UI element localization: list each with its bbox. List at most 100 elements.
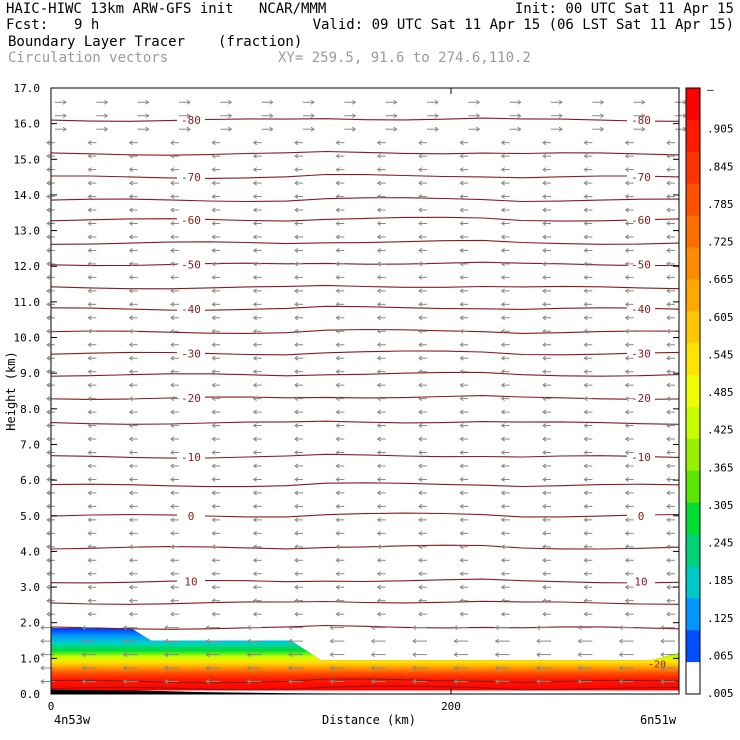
contour-label: -60 — [631, 214, 651, 227]
vector-arrowhead — [418, 194, 423, 199]
vector-arrowhead — [87, 221, 92, 226]
vector-arrowhead — [87, 315, 92, 321]
vector-arrowhead — [542, 315, 547, 321]
vector-arrowhead — [666, 342, 671, 348]
vector-arrowhead — [542, 450, 547, 455]
vector-arrowhead — [170, 355, 175, 361]
y-tick-label: 11.0 — [14, 296, 41, 309]
temperature-contour — [50, 678, 680, 684]
vector-arrowhead — [335, 315, 340, 321]
vector-arrowhead — [666, 221, 671, 226]
vector-arrowhead — [666, 140, 671, 146]
vector-arrowhead — [294, 221, 299, 226]
vector-arrowhead — [624, 301, 629, 307]
vector-arrowhead — [370, 665, 375, 671]
vector-arrowhead — [459, 571, 464, 577]
vector-arrowhead — [418, 463, 423, 469]
vector-arrowhead — [252, 423, 257, 428]
vector-arrowhead — [128, 517, 133, 523]
y-tick-label: 1.0 — [20, 652, 40, 665]
vector-arrowhead — [294, 328, 299, 334]
vector-arrowhead — [418, 611, 423, 617]
vector-arrowhead — [418, 544, 423, 550]
vector-arrowhead — [252, 342, 257, 348]
vector-arrowhead — [170, 530, 175, 536]
vector-arrowhead — [81, 652, 86, 657]
vector-arrowhead — [434, 113, 439, 119]
vector-arrowhead — [376, 355, 381, 361]
vector-arrowhead — [87, 261, 92, 267]
vector-arrowhead — [618, 665, 623, 671]
vector-arrowhead — [46, 517, 51, 523]
plot-title: HAIC-HIWC 13km ARW-GFS init NCAR/MMM — [6, 1, 327, 17]
vector-arrowhead — [352, 113, 357, 119]
colorbar-swatch — [686, 662, 700, 695]
vector-arrowhead — [542, 342, 547, 348]
y-tick-label: 4.0 — [20, 545, 40, 558]
vector-arrowhead — [500, 342, 505, 348]
vector-arrowhead — [81, 625, 86, 631]
vector-arrowhead — [583, 530, 588, 536]
vector-arrowhead — [128, 571, 133, 577]
vector-arrowhead — [418, 301, 423, 307]
vector-arrowhead — [46, 477, 51, 482]
temperature-contour — [50, 600, 680, 605]
vector-arrowhead — [252, 234, 257, 240]
vector-arrowhead — [666, 463, 671, 469]
vector-arrowhead — [459, 450, 464, 455]
y-tick-label: 14.0 — [14, 189, 41, 202]
vector-arrowhead — [40, 679, 45, 684]
vector-arrowhead — [46, 369, 51, 375]
vector-arrowhead — [666, 369, 671, 375]
vector-arrowhead — [246, 625, 251, 631]
vector-arrowhead — [517, 126, 522, 132]
vector-arrowhead — [418, 342, 423, 348]
vector-arrowhead — [87, 207, 92, 213]
temperature-contour — [50, 328, 680, 334]
vector-arrowhead — [459, 274, 464, 280]
vector-arrowhead — [453, 638, 458, 644]
vector-arrowhead — [459, 598, 464, 604]
vector-arrowhead — [583, 248, 588, 253]
vector-arrowhead — [542, 517, 547, 523]
terrain — [51, 689, 679, 694]
vector-arrowhead — [252, 490, 257, 496]
vector-arrowhead — [583, 490, 588, 496]
vector-arrowhead — [252, 517, 257, 523]
vector-arrowhead — [46, 248, 51, 253]
vector-arrowhead — [418, 140, 423, 146]
vector-arrowhead — [128, 382, 133, 388]
vector-arrowhead — [87, 477, 92, 482]
vector-arrowhead — [624, 423, 629, 428]
vector-arrowhead — [170, 584, 175, 590]
vector-arrowhead — [476, 113, 481, 119]
vector-arrowhead — [335, 503, 340, 509]
vector-arrowhead — [418, 584, 423, 590]
vector-arrowhead — [459, 477, 464, 482]
colorbar-label: .545 — [707, 348, 734, 361]
vector-arrowhead — [145, 126, 150, 132]
colorbar-swatch — [686, 630, 700, 663]
contour-label: -10 — [631, 451, 651, 464]
vector-arrowhead — [459, 611, 464, 617]
contour-label: 0 — [188, 510, 195, 523]
vector-arrowhead — [335, 153, 340, 159]
vector-arrowhead — [252, 153, 257, 159]
vector-arrowhead — [294, 167, 299, 173]
temperature-contour — [50, 482, 680, 488]
vector-arrowhead — [128, 477, 133, 482]
vector-arrowhead — [128, 409, 133, 415]
vector-arrowhead — [128, 557, 133, 563]
x-end-label-left: 4n53w — [54, 713, 91, 727]
vector-arrowhead — [335, 436, 340, 442]
vector-arrowhead — [542, 382, 547, 388]
vector-arrowhead — [542, 409, 547, 415]
vector-arrowhead — [128, 355, 133, 361]
vector-arrowhead — [583, 611, 588, 617]
temperature-contour — [50, 544, 680, 550]
vector-arrowhead — [500, 396, 505, 402]
vector-arrowhead — [459, 301, 464, 307]
vector-arrowhead — [376, 611, 381, 617]
vector-arrowhead — [536, 638, 541, 644]
vector-arrowhead — [87, 288, 92, 294]
